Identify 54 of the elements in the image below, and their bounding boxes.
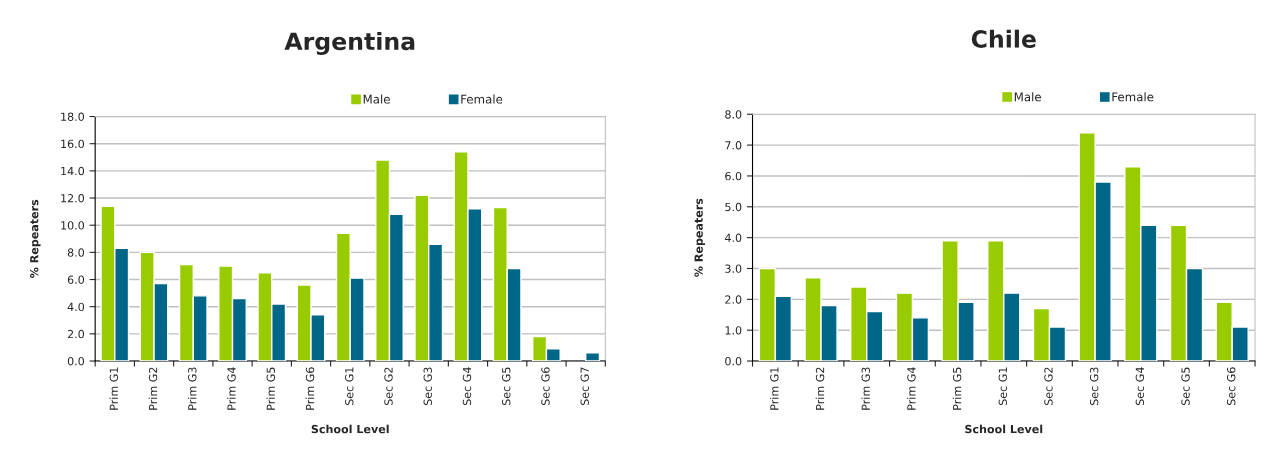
- x-axis-title: School Level: [965, 424, 1043, 434]
- x-tick-label: Prim G1: [109, 367, 119, 410]
- y-tick-label: 3.0: [725, 264, 742, 273]
- x-tick-label: Sec G1: [998, 367, 1007, 406]
- y-tick-label: 18.0: [61, 112, 85, 121]
- x-tick-label: Prim G4: [227, 367, 236, 410]
- y-tick-label: 8.0: [67, 248, 85, 257]
- y-tick-label: 4.0: [724, 233, 742, 243]
- x-tick-label: Sec G5: [1181, 367, 1190, 406]
- y-tick-label: 2.0: [67, 329, 85, 339]
- x-tick-label: Prim G3: [861, 367, 870, 410]
- x-tick-label: Prim G2: [148, 367, 158, 410]
- x-tick-label: Sec G3: [423, 367, 432, 406]
- x-axis-title: School Level: [311, 424, 389, 434]
- x-tick-label: Sec G2: [1044, 367, 1053, 406]
- y-tick-label: 6.0: [67, 275, 85, 284]
- x-tick-label: Prim G2: [815, 367, 825, 410]
- chart-title: Argentina: [284, 31, 415, 55]
- y-tick-label: 8.0: [725, 110, 742, 119]
- x-tick-label: Sec G2: [384, 367, 393, 406]
- x-tick-label: Prim G6: [305, 367, 315, 410]
- legend-label: Female: [1112, 92, 1154, 102]
- x-tick-label: Sec G6: [541, 367, 550, 406]
- x-tick-label: Sec G7: [580, 367, 589, 406]
- x-tick-label: Sec G4: [1135, 367, 1145, 406]
- legend-label: Female: [461, 94, 503, 104]
- y-tick-label: 16.0: [61, 139, 85, 149]
- y-axis-title: % Repeaters: [30, 199, 41, 278]
- y-axis-title: % Repeaters: [694, 198, 705, 277]
- y-tick-label: 1.0: [725, 326, 742, 335]
- x-tick-label: Prim G5: [952, 367, 962, 410]
- x-tick-label: Sec G1: [345, 367, 354, 406]
- y-tick-label: 14.0: [61, 166, 85, 176]
- x-tick-label: Prim G3: [187, 367, 197, 410]
- x-tick-label: Sec G6: [1227, 367, 1236, 406]
- x-tick-label: Prim G5: [266, 367, 275, 410]
- bar: [584, 352, 601, 362]
- x-tick-label: Prim G1: [769, 367, 779, 410]
- y-tick-label: 5.0: [725, 202, 742, 212]
- y-tick-label: 0.0: [67, 357, 85, 366]
- y-tick-label: 6.0: [725, 171, 742, 181]
- x-tick-label: Sec G4: [462, 367, 472, 406]
- y-tick-label: 7.0: [725, 141, 742, 150]
- y-tick-label: 4.0: [67, 302, 85, 312]
- legend-label: Male: [1014, 92, 1041, 102]
- x-tick-label: Prim G4: [907, 367, 916, 410]
- x-tick-label: Sec G5: [502, 367, 511, 406]
- y-tick-label: 10.0: [61, 221, 85, 230]
- chart-title: Chile: [971, 29, 1036, 48]
- y-tick-label: 2.0: [725, 295, 742, 304]
- y-tick-label: 0.0: [725, 357, 742, 366]
- y-tick-label: 12.0: [61, 194, 85, 203]
- x-tick-label: Sec G3: [1089, 367, 1099, 406]
- legend-label: Male: [363, 94, 390, 104]
